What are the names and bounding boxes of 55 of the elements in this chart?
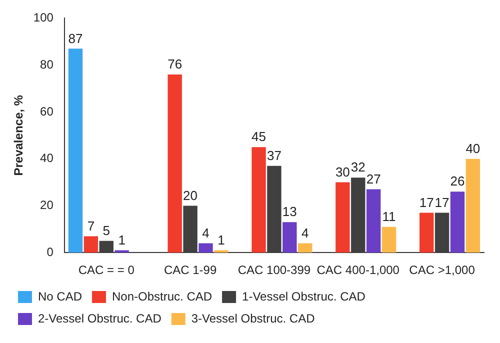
data-label: 30 — [335, 164, 350, 180]
data-label: 26 — [450, 174, 465, 189]
bar — [267, 166, 282, 253]
y-tick-label: 0 — [46, 244, 54, 259]
x-tick-label: CAC = = 0 — [78, 263, 135, 278]
y-tick-label: 80 — [40, 57, 54, 72]
data-label: 20 — [183, 188, 198, 203]
data-label: 17 — [434, 194, 450, 210]
data-label: 45 — [252, 129, 266, 144]
bar — [420, 212, 434, 253]
data-label: 7 — [87, 218, 95, 234]
bar — [351, 178, 366, 253]
bar — [168, 74, 182, 253]
bar — [298, 243, 312, 253]
bar — [336, 182, 350, 253]
bar — [466, 158, 480, 253]
legend-label: Non-Obstruc. CAD — [112, 289, 212, 304]
x-tick-label: CAC 400-1,000 — [316, 263, 400, 278]
bar — [99, 240, 114, 253]
data-label: 11 — [382, 208, 396, 224]
data-label: 4 — [301, 225, 309, 240]
bar — [84, 236, 98, 253]
data-label: 13 — [282, 204, 297, 220]
bar — [434, 212, 450, 253]
bar — [183, 206, 198, 253]
data-label: 32 — [350, 160, 366, 175]
x-tick-label: CAC 1-99 — [164, 263, 217, 278]
legend-label: 1-Vessel Obstruc. CAD — [242, 289, 366, 304]
y-axis-title: Prevalence, % — [12, 94, 26, 176]
data-label: 4 — [202, 225, 210, 240]
x-tick-label: CAC 100-399 — [238, 263, 311, 278]
y-tick-label: 100 — [33, 10, 54, 25]
legend-label: 3-Vessel Obstruc. CAD — [191, 311, 316, 326]
bar — [382, 226, 396, 253]
legend-label: No CAD — [38, 289, 82, 304]
data-label: 87 — [68, 30, 83, 46]
data-label: 37 — [266, 148, 282, 163]
y-tick-label: 60 — [40, 104, 54, 118]
data-label: 27 — [366, 171, 381, 186]
bar — [366, 189, 381, 253]
y-tick-label: 20 — [40, 198, 54, 212]
data-label: 1 — [218, 232, 225, 248]
data-label: 76 — [168, 56, 182, 72]
data-label: 17 — [419, 194, 434, 210]
y-tick-label: 40 — [40, 151, 54, 166]
bar — [68, 48, 83, 253]
data-label: 5 — [102, 222, 110, 238]
legend-label: 2-Vessel Obstruc. CAD — [38, 311, 162, 326]
data-label: 40 — [466, 140, 480, 156]
bar — [282, 222, 297, 253]
bar — [252, 147, 266, 253]
bar — [450, 192, 465, 253]
x-tick-label: CAC >1,000 — [409, 263, 476, 278]
bar — [198, 243, 213, 253]
data-label: 1 — [118, 232, 126, 248]
